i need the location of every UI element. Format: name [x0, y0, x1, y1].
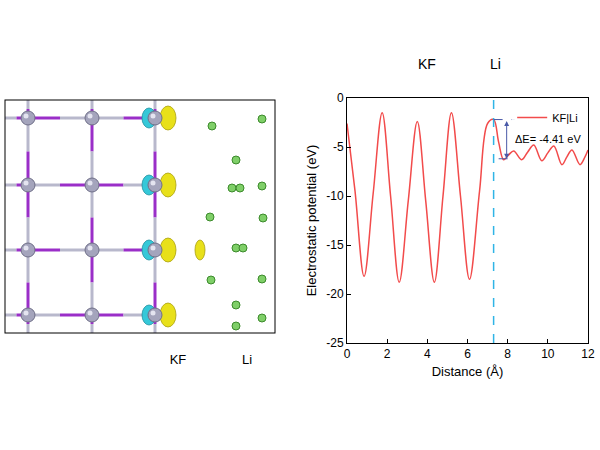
svg-text:-5: -5	[333, 140, 344, 154]
svg-text:Distance (Å): Distance (Å)	[432, 364, 504, 379]
svg-text:4: 4	[424, 347, 431, 361]
svg-text:ΔE= -4.41 eV: ΔE= -4.41 eV	[515, 133, 581, 145]
svg-text:-15: -15	[326, 238, 344, 252]
svg-text:2: 2	[384, 347, 391, 361]
svg-text:6: 6	[464, 347, 471, 361]
svg-text:Li: Li	[490, 56, 501, 72]
svg-text:0: 0	[337, 91, 344, 105]
svg-text:0: 0	[344, 347, 351, 361]
svg-text:12: 12	[581, 347, 595, 361]
svg-text:-25: -25	[326, 336, 344, 350]
svg-text:-20: -20	[326, 287, 344, 301]
svg-text:KF: KF	[170, 352, 187, 367]
svg-text:KF|Li: KF|Li	[552, 112, 577, 124]
svg-text:8: 8	[504, 347, 511, 361]
svg-text:-10: -10	[326, 189, 344, 203]
svg-text:Electrostatic potential (eV): Electrostatic potential (eV)	[304, 145, 319, 297]
svg-text:KF: KF	[418, 56, 436, 72]
svg-text:Li: Li	[242, 352, 252, 367]
svg-text:10: 10	[541, 347, 555, 361]
